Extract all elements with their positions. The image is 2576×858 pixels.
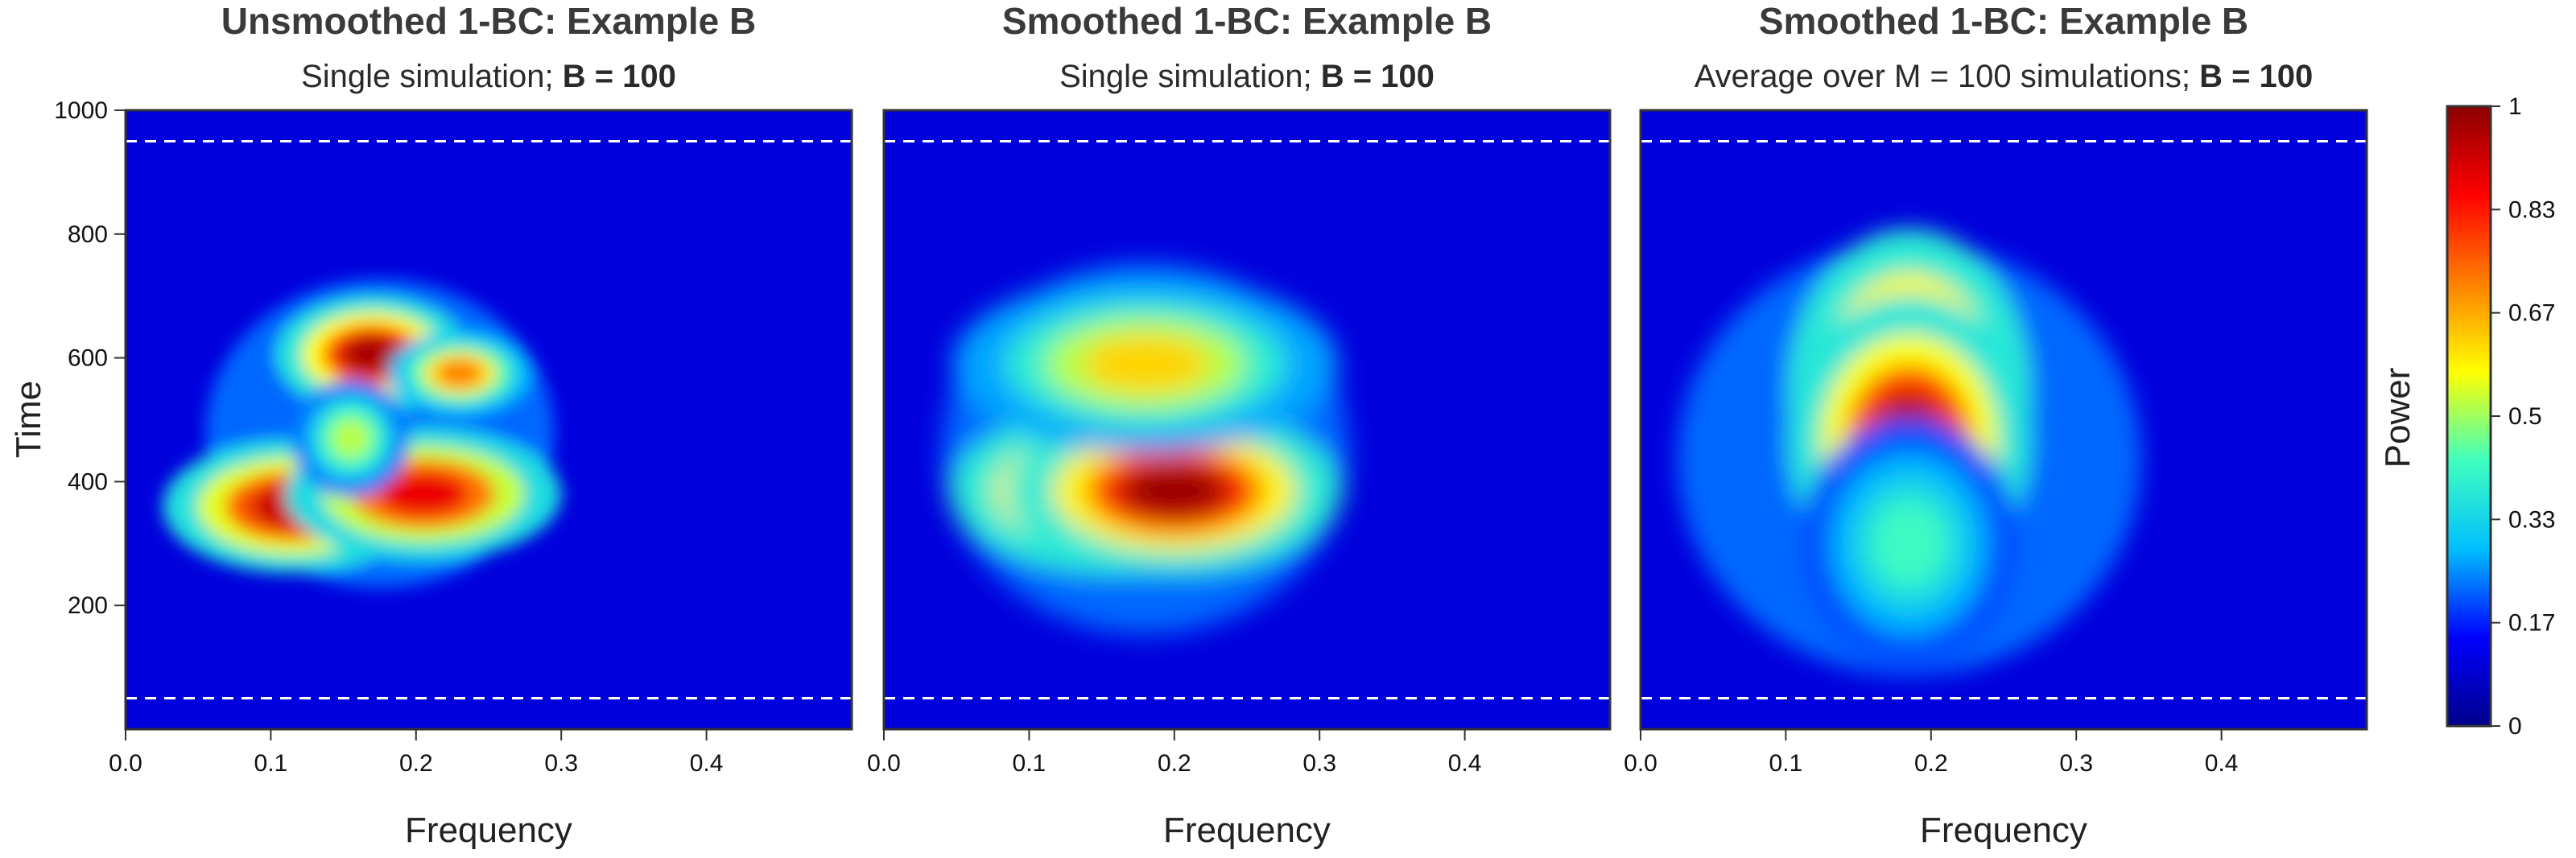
panel-2-hotspot-3-layer-4 xyxy=(1082,335,1208,393)
panel-2-title: Smoothed 1-BC: Example B xyxy=(1002,0,1492,42)
colorbar-tick-label: 0.5 xyxy=(2508,403,2542,430)
panel-1-subtitle-plain: Single simulation; xyxy=(301,59,563,94)
colorbar-tick-label: 0.33 xyxy=(2508,506,2555,533)
panel-3-x-tick-label: 0.1 xyxy=(1769,750,1803,777)
panel-2-x-tick-label: 0.4 xyxy=(1448,750,1482,777)
panel-1-x-label: Frequency xyxy=(405,811,572,850)
colorbar-ticks: 0 0.17 0.33 0.5 0.67 0.83 1 xyxy=(2491,93,2555,740)
panel-3-heatmap xyxy=(1641,110,2367,729)
panel-1-x-tick-label: 0.2 xyxy=(399,750,433,777)
panel-1-x-tick-label: 0.1 xyxy=(254,750,288,777)
panel-2-x-tick-label: 0.3 xyxy=(1302,750,1336,777)
colorbar-scale xyxy=(2446,105,2492,728)
panel-3-hotspots xyxy=(1677,229,2142,676)
panel-2-heatmap xyxy=(884,110,1610,729)
panel-1-hotspot-4-layer-4 xyxy=(436,359,483,387)
panel-1-x-tick-label: 0.0 xyxy=(109,750,142,777)
panel-3-x-label: Frequency xyxy=(1920,811,2087,850)
panel-1-y-tick-label: 600 xyxy=(68,345,108,372)
panel-3-subtitle-plain: Average over M = 100 simulations; xyxy=(1695,59,2199,94)
panel-3-x-tick-label: 0.3 xyxy=(2059,750,2093,777)
panel-1-hotspot-5-layer-4 xyxy=(331,419,370,458)
panel-1-x-tick-label: 0.3 xyxy=(544,750,578,777)
panel-1-x-tick-label: 0.4 xyxy=(690,750,724,777)
panel-3-frame xyxy=(1639,109,2368,731)
panel-2-x-tick-label: 0.1 xyxy=(1013,750,1046,777)
panel-1: Unsmoothed 1-BC: Example B Single simula… xyxy=(9,0,853,850)
panel-1-subtitle-bold: B = 100 xyxy=(563,59,676,94)
panel-3-x-tick-label: 0.2 xyxy=(1914,750,1948,777)
panel-1-heatmap xyxy=(126,110,852,729)
panel-1-subtitle: Single simulation; B = 100 xyxy=(301,59,676,94)
panel-3-x-tick-label: 0.4 xyxy=(2205,750,2239,777)
panel-2-hotspot-2-layer-4 xyxy=(1119,463,1229,518)
colorbar: 0 0.17 0.33 0.5 0.67 0.83 1 Power xyxy=(2378,93,2555,740)
colorbar-tick-label: 0.17 xyxy=(2508,610,2555,637)
panel-2-subtitle-bold: B = 100 xyxy=(1321,59,1435,94)
panel-1-y-tick-label: 800 xyxy=(68,221,108,248)
panel-2-x-label: Frequency xyxy=(1163,811,1331,850)
panel-2-x-tick-label: 0.2 xyxy=(1158,750,1191,777)
panel-3: Smoothed 1-BC: Example B Average over M … xyxy=(1624,0,2368,850)
panel-2-x-tick-label: 0.0 xyxy=(867,750,901,777)
panel-1-title: Unsmoothed 1-BC: Example B xyxy=(221,0,757,42)
colorbar-tick-label: 0.67 xyxy=(2508,300,2555,327)
panel-2-subtitle: Single simulation; B = 100 xyxy=(1059,59,1435,94)
panel-2-frame xyxy=(882,109,1612,731)
panel-2-subtitle-plain: Single simulation; xyxy=(1059,59,1321,94)
colorbar-tick-label: 0 xyxy=(2508,713,2522,740)
panel-3-subtitle-bold: B = 100 xyxy=(2199,59,2313,94)
panel-1-frame xyxy=(124,109,853,731)
panel-1-hotspot-2-layer-4 xyxy=(378,472,469,516)
panel-2-hotspots xyxy=(942,262,1349,635)
panel-3-x-tick-label: 0.0 xyxy=(1624,750,1657,777)
panel-1-y-ticks: 200 400 600 800 1000 xyxy=(54,97,126,619)
panel-1-hotspot-3-layer-4 xyxy=(341,335,404,374)
panel-1-y-tick-label: 400 xyxy=(68,468,108,495)
panel-3-title: Smoothed 1-BC: Example B xyxy=(1759,0,2248,42)
panel-1-x-ticks: 0.0 0.1 0.2 0.3 0.4 xyxy=(109,729,723,777)
panel-3-hotspot-3-layer-4 xyxy=(1873,502,1945,585)
colorbar-tick-label: 0.83 xyxy=(2508,196,2555,223)
panel-2-x-ticks: 0.0 0.1 0.2 0.3 0.4 xyxy=(867,729,1481,777)
panel-1-y-tick-label: 200 xyxy=(68,592,108,619)
panel-3-subtitle: Average over M = 100 simulations; B = 10… xyxy=(1695,59,2314,94)
panel-1-y-label: Time xyxy=(9,381,48,458)
panel-1-hotspots xyxy=(163,278,562,588)
panel-1-y-tick-label: 1000 xyxy=(54,97,108,124)
panel-3-x-ticks: 0.0 0.1 0.2 0.3 0.4 xyxy=(1624,729,2238,777)
colorbar-tick-label: 1 xyxy=(2508,93,2522,120)
panel-2: Smoothed 1-BC: Example B Single simulati… xyxy=(867,0,1612,850)
colorbar-label: Power xyxy=(2378,368,2417,468)
